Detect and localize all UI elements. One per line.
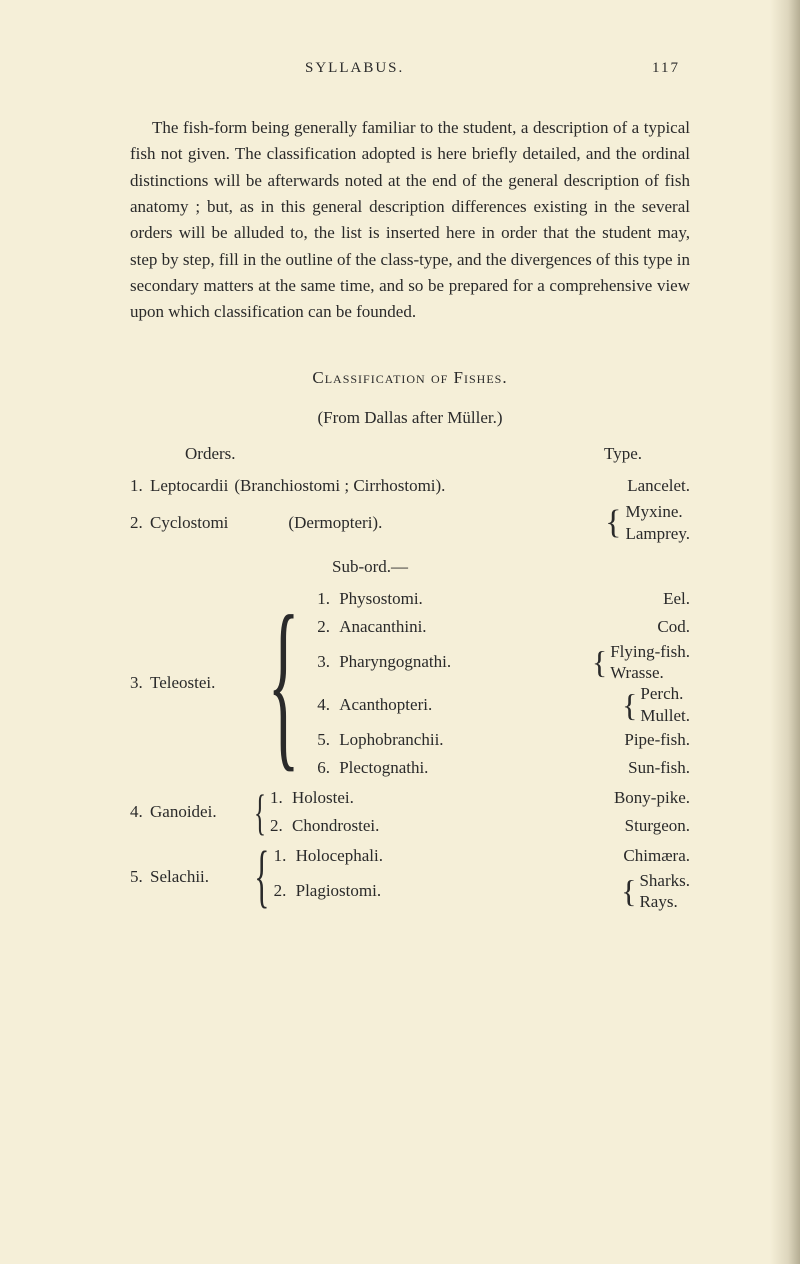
- type-label: Type.: [604, 444, 642, 464]
- page-number: 117: [652, 60, 680, 77]
- sub-name: Lophobranchii.: [339, 726, 494, 754]
- brace-icon: {: [592, 646, 607, 678]
- sub-type: Sturgeon.: [625, 812, 690, 840]
- sub-name: Acanthopteri.: [339, 691, 494, 719]
- brace-icon: {: [622, 689, 637, 721]
- brace-icon: {: [254, 842, 269, 913]
- sub-row: 6. Plectognathi. Sun-fish.: [317, 754, 690, 782]
- header-title: SYLLABUS.: [305, 60, 404, 77]
- type-stack: Perch. Mullet.: [640, 683, 690, 726]
- type-item: Lamprey.: [625, 523, 690, 545]
- sub-name: Holostei.: [292, 784, 447, 812]
- type-item: Mullet.: [640, 705, 690, 726]
- brace-icon: {: [254, 784, 266, 840]
- type-item: Myxine.: [625, 501, 690, 523]
- sub-items: 1. Holostei. Bony-pike. 2. Chondrostei. …: [270, 784, 690, 840]
- sub-type: Chimæra.: [623, 842, 690, 870]
- sub-row: 1. Holostei. Bony-pike.: [270, 784, 690, 812]
- type-item: Sharks.: [639, 870, 690, 891]
- sub-name: Chondrostei.: [292, 812, 447, 840]
- sub-type: Cod.: [657, 613, 690, 641]
- order-number: 1.: [130, 472, 150, 501]
- page-edge-shadow: [770, 0, 800, 1264]
- sub-number: 3.: [317, 648, 339, 676]
- sub-row: 1. Physostomi. Eel.: [317, 585, 690, 613]
- type-item: Rays.: [639, 891, 690, 912]
- orders-label: Orders.: [185, 444, 236, 464]
- subord-label: Sub-ord.—: [50, 557, 690, 577]
- order-block: 3. Teleostei. { 1. Physostomi. Eel. 2. A…: [130, 585, 690, 782]
- sub-row: 1. Holocephali. Chimæra.: [274, 842, 690, 870]
- order-row: 2. Cyclostomi (Dermopteri). { Myxine. La…: [130, 501, 690, 545]
- brace-icon: {: [605, 506, 621, 540]
- type-stack: Myxine. Lamprey.: [625, 501, 690, 545]
- sub-name: Holocephali.: [296, 842, 451, 870]
- type-item: Flying-fish.: [610, 641, 690, 662]
- bracket-group: { Perch. Mullet.: [622, 683, 690, 726]
- order-type: Lancelet.: [627, 472, 690, 501]
- order-number: 2.: [130, 513, 150, 533]
- intro-text: The fish-form being generally familiar t…: [130, 118, 690, 321]
- sub-name: Plectognathi.: [339, 754, 494, 782]
- sub-name: Plagiostomi.: [296, 877, 451, 905]
- order-row: 1. Leptocardii (Branchiostomi ; Cirrhost…: [130, 472, 690, 501]
- order-block: 4. Ganoidei. { 1. Holostei. Bony-pike. 2…: [130, 784, 690, 840]
- intro-paragraph: The fish-form being generally familiar t…: [130, 115, 690, 326]
- type-stack: Sharks. Rays.: [639, 870, 690, 913]
- sub-number: 1.: [274, 842, 296, 870]
- order-name: Cyclostomi: [150, 513, 228, 533]
- order-paren: (Branchiostomi ; Cirrhostomi).: [234, 472, 445, 501]
- order-block: 5. Selachii. { 1. Holocephali. Chimæra. …: [130, 842, 690, 913]
- sub-type: Pipe-fish.: [624, 726, 690, 754]
- sub-type: Bony-pike.: [614, 784, 690, 812]
- sub-number: 2.: [270, 812, 292, 840]
- column-headers: Orders. Type.: [130, 444, 690, 464]
- sub-items: 1. Holocephali. Chimæra. 2. Plagiostomi.…: [274, 842, 690, 913]
- sub-number: 4.: [317, 691, 339, 719]
- order-number: 4.: [130, 802, 150, 822]
- sub-heading: (From Dallas after Müller.): [130, 408, 690, 428]
- sub-row: 3. Pharyngognathi. { Flying-fish. Wrasse…: [317, 641, 690, 684]
- sub-name: Pharyngognathi.: [339, 648, 494, 676]
- sub-type: Eel.: [663, 585, 690, 613]
- order-left: 4. Ganoidei.: [130, 784, 250, 840]
- order-name: Selachii.: [150, 867, 209, 887]
- type-item: Perch.: [640, 683, 690, 704]
- sub-row: 4. Acanthopteri. { Perch. Mullet.: [317, 683, 690, 726]
- sub-name: Physostomi.: [339, 585, 494, 613]
- sub-row: 2. Anacanthini. Cod.: [317, 613, 690, 641]
- order-number: 3.: [130, 673, 150, 693]
- sub-number: 2.: [317, 613, 339, 641]
- order-left: 5. Selachii.: [130, 842, 250, 913]
- order-name: Ganoidei.: [150, 802, 217, 822]
- bracket-group: { Sharks. Rays.: [621, 870, 690, 913]
- brace-icon: {: [621, 875, 636, 907]
- sub-number: 5.: [317, 726, 339, 754]
- sub-row: 2. Chondrostei. Sturgeon.: [270, 812, 690, 840]
- brace-icon: {: [268, 585, 300, 782]
- order-left: 3. Teleostei.: [130, 585, 250, 782]
- page-header: SYLLABUS. 117: [130, 60, 690, 77]
- order-name: Teleostei.: [150, 673, 215, 693]
- sub-row: 2. Plagiostomi. { Sharks. Rays.: [274, 870, 690, 913]
- sub-number: 1.: [317, 585, 339, 613]
- section-heading: Classification of Fishes.: [130, 368, 690, 388]
- sub-name: Anacanthini.: [339, 613, 494, 641]
- sub-row: 5. Lophobranchii. Pipe-fish.: [317, 726, 690, 754]
- sub-number: 6.: [317, 754, 339, 782]
- bracket-group: { Myxine. Lamprey.: [605, 501, 690, 545]
- order-number: 5.: [130, 867, 150, 887]
- sub-items: 1. Physostomi. Eel. 2. Anacanthini. Cod.…: [317, 585, 690, 782]
- type-stack: Flying-fish. Wrasse.: [610, 641, 690, 684]
- bracket-group: { Flying-fish. Wrasse.: [592, 641, 690, 684]
- type-item: Wrasse.: [610, 662, 690, 683]
- sub-type: Sun-fish.: [628, 754, 690, 782]
- sub-number: 2.: [274, 877, 296, 905]
- order-paren: (Dermopteri).: [288, 513, 382, 533]
- order-name: Leptocardii: [150, 472, 228, 501]
